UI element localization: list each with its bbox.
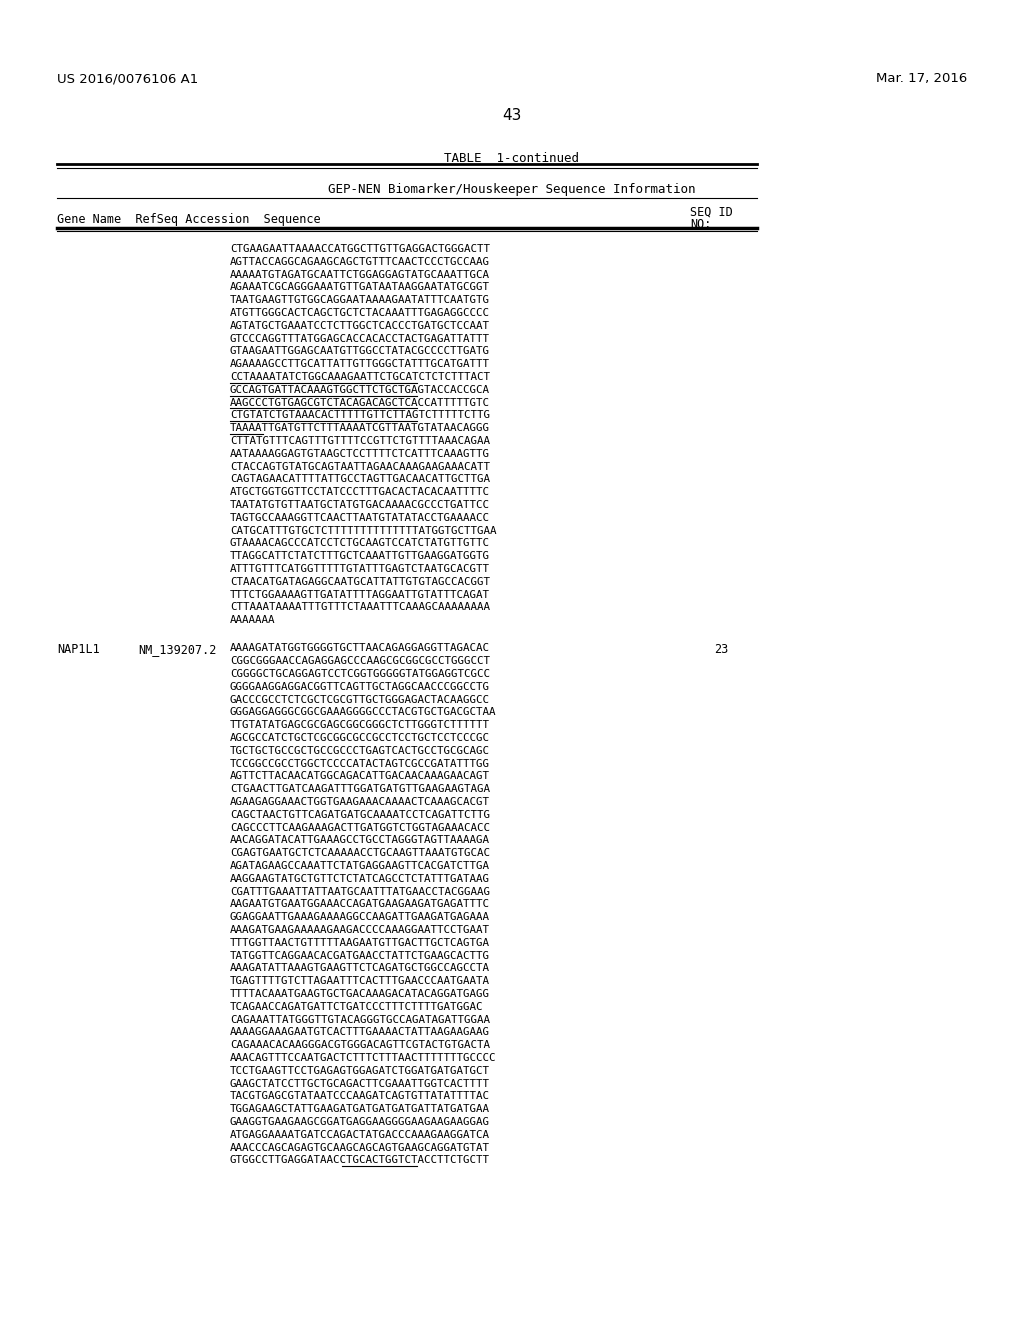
Text: AGCGCCATCTGCTCGCGGCGCCGCCTCCTGCTCCTCCCGC: AGCGCCATCTGCTCGCGGCGCCGCCTCCTGCTCCTCCCGC: [230, 733, 490, 743]
Text: TAGTGCCAAAGGTTCAACTTAATGTATATACCTGAAAACC: TAGTGCCAAAGGTTCAACTTAATGTATATACCTGAAAACC: [230, 512, 490, 523]
Text: GTCCCAGGTTTATGGAGCACCACACCTACTGAGATTATTT: GTCCCAGGTTTATGGAGCACCACACCTACTGAGATTATTT: [230, 334, 490, 343]
Text: AAGAATGTGAATGGAAACCAGATGAAGAAGATGAGATTTC: AAGAATGTGAATGGAAACCAGATGAAGAAGATGAGATTTC: [230, 899, 490, 909]
Text: 23: 23: [714, 643, 728, 656]
Text: CAGTAGAACATTTTATTGCCTAGTTGACAACATTGCTTGA: CAGTAGAACATTTTATTGCCTAGTTGACAACATTGCTTGA: [230, 474, 490, 484]
Text: CTTAAATAAAATTTGTTTCTAAATTTCAAAGCAAAAAAAA: CTTAAATAAAATTTGTTTCTAAATTTCAAAGCAAAAAAAA: [230, 602, 490, 612]
Text: TGGAGAAGCTATTGAAGATGATGATGATGATTATGATGAA: TGGAGAAGCTATTGAAGATGATGATGATGATTATGATGAA: [230, 1104, 490, 1114]
Text: GCCAGTGATTACAAAGTGGCTTCTGCTGAGTACCACCGCA: GCCAGTGATTACAAAGTGGCTTCTGCTGAGTACCACCGCA: [230, 385, 490, 395]
Text: ATGCTGGTGGTTCCTATCCCTTTGACACTACACAATTTTC: ATGCTGGTGGTTCCTATCCCTTTGACACTACACAATTTTC: [230, 487, 490, 498]
Text: AGATAGAAGCCAAATTCTATGAGGAAGTTCACGATCTTGA: AGATAGAAGCCAAATTCTATGAGGAAGTTCACGATCTTGA: [230, 861, 490, 871]
Text: AGTTACCAGGCAGAAGCAGCTGTTTCAACTCCCTGCCAAG: AGTTACCAGGCAGAAGCAGCTGTTTCAACTCCCTGCCAAG: [230, 257, 490, 267]
Text: TTGTATATGAGCGCGAGCGGCGGGCTCTTGGGTCTTTTTT: TTGTATATGAGCGCGAGCGGCGGGCTCTTGGGTCTTTTTT: [230, 721, 490, 730]
Text: Mar. 17, 2016: Mar. 17, 2016: [876, 73, 967, 84]
Text: TAATATGTGTTAATGCTATGTGACAAAACGCCCTGATTCC: TAATATGTGTTAATGCTATGTGACAAAACGCCCTGATTCC: [230, 500, 490, 510]
Text: GAAGGTGAAGAAGCGGATGAGGAAGGGGAAGAAGAAGGAG: GAAGGTGAAGAAGCGGATGAGGAAGGGGAAGAAGAAGGAG: [230, 1117, 490, 1127]
Text: CATGCATTTGTGCTCTTTTTTTTTTTTTTATGGTGCTTGAA: CATGCATTTGTGCTCTTTTTTTTTTTTTTATGGTGCTTGA…: [230, 525, 497, 536]
Text: ATTTGTTTCATGGTTTTTGTATTTGAGTCTAATGCACGTT: ATTTGTTTCATGGTTTTTGTATTTGAGTCTAATGCACGTT: [230, 564, 490, 574]
Text: AAAAATGTAGATGCAATTCTGGAGGAGTATGCAAATTGCA: AAAAATGTAGATGCAATTCTGGAGGAGTATGCAAATTGCA: [230, 269, 490, 280]
Text: TTAGGCATTCTATCTTTGCTCAAATTGTTGAAGGATGGTG: TTAGGCATTCTATCTTTGCTCAAATTGTTGAAGGATGGTG: [230, 552, 490, 561]
Text: CTACCAGTGTATGCAGTAATTAGAACAAAGAAGAAACATT: CTACCAGTGTATGCAGTAATTAGAACAAAGAAGAAACATT: [230, 462, 490, 471]
Text: CAGAAATTATGGGTTGTACAGGGTGCCAGATAGATTGGAA: CAGAAATTATGGGTTGTACAGGGTGCCAGATAGATTGGAA: [230, 1015, 490, 1024]
Text: ATGTTGGGCACTCAGCTGCTCTACAAATTTGAGAGGCCCC: ATGTTGGGCACTCAGCTGCTCTACAAATTTGAGAGGCCCC: [230, 308, 490, 318]
Text: TAATGAAGTTGTGGCAGGAATAAAAGAATATTTCAATGTG: TAATGAAGTTGTGGCAGGAATAAAAGAATATTTCAATGTG: [230, 296, 490, 305]
Text: AAGGAAGTATGCTGTTCTCTATCAGCCTCTATTTGATAAG: AAGGAAGTATGCTGTTCTCTATCAGCCTCTATTTGATAAG: [230, 874, 490, 884]
Text: GGAGGAATTGAAAGAAAAGGCCAAGATTGAAGATGAGAAA: GGAGGAATTGAAAGAAAAGGCCAAGATTGAAGATGAGAAA: [230, 912, 490, 923]
Text: AAAGATGAAGAAAAAGAAGACCCCAAAGGAATTCCTGAAT: AAAGATGAAGAAAAAGAAGACCCCAAAGGAATTCCTGAAT: [230, 925, 490, 935]
Text: AGAAATCGCAGGGAAATGTTGATAATAAGGAATATGCGGT: AGAAATCGCAGGGAAATGTTGATAATAAGGAATATGCGGT: [230, 282, 490, 293]
Text: NO:: NO:: [690, 218, 712, 231]
Text: TTTTACAAATGAAGTGCTGACAAAGACATACAGGATGAGG: TTTTACAAATGAAGTGCTGACAAAGACATACAGGATGAGG: [230, 989, 490, 999]
Text: AAACAGTTTCCAATGACTCTTTCTTTAACTTTTTTTGCCCC: AAACAGTTTCCAATGACTCTTTCTTTAACTTTTTTTGCCC…: [230, 1053, 497, 1063]
Text: CGGCGGGAACCAGAGGAGCCCAAGCGCGGCGCCTGGGCCT: CGGCGGGAACCAGAGGAGCCCAAGCGCGGCGCCTGGGCCT: [230, 656, 490, 667]
Text: CTAACATGATAGAGGCAATGCATTATTGTGTAGCCACGGT: CTAACATGATAGAGGCAATGCATTATTGTGTAGCCACGGT: [230, 577, 490, 587]
Text: GTGGCCTTGAGGATAACCTGCACTGGTCTACCTTCTGCTT: GTGGCCTTGAGGATAACCTGCACTGGTCTACCTTCTGCTT: [230, 1155, 490, 1166]
Text: TACGTGAGCGTATAATCCCAAGATCAGTGTTATATTTTAC: TACGTGAGCGTATAATCCCAAGATCAGTGTTATATTTTAC: [230, 1092, 490, 1101]
Text: SEQ ID: SEQ ID: [690, 206, 733, 219]
Text: AATAAAAGGAGTGTAAGCTCCTTTTCTCATTTCAAAGTTG: AATAAAAGGAGTGTAAGCTCCTTTTCTCATTTCAAAGTTG: [230, 449, 490, 459]
Text: CTGAAGAATTAAAACCATGGCTTGTTGAGGACTGGGACTT: CTGAAGAATTAAAACCATGGCTTGTTGAGGACTGGGACTT: [230, 244, 490, 253]
Text: AAAAGATATGGTGGGGTGCTTAACAGAGGAGGTTAGACAC: AAAAGATATGGTGGGGTGCTTAACAGAGGAGGTTAGACAC: [230, 643, 490, 653]
Text: AAGCCCTGTGAGCGTCTACAGACAGCTCACCATTTTTGTC: AAGCCCTGTGAGCGTCTACAGACAGCTCACCATTTTTGTC: [230, 397, 490, 408]
Text: AAACCCAGCAGAGTGCAAGCAGCAGTGAAGCAGGATGTAT: AAACCCAGCAGAGTGCAAGCAGCAGTGAAGCAGGATGTAT: [230, 1143, 490, 1152]
Text: TCAGAACCAGATGATTCTGATCCCTTTCTTTTGATGGAC: TCAGAACCAGATGATTCTGATCCCTTTCTTTTGATGGAC: [230, 1002, 483, 1011]
Text: CAGAAACACAAGGGACGTGGGACAGTTCGTACTGTGACTA: CAGAAACACAAGGGACGTGGGACAGTTCGTACTGTGACTA: [230, 1040, 490, 1051]
Text: AGTTCTTACAACATGGCAGACATTGACAACAAAGAACAGT: AGTTCTTACAACATGGCAGACATTGACAACAAAGAACAGT: [230, 771, 490, 781]
Text: TGCTGCTGCCGCTGCCGCCCTGAGTCACTGCCTGCGCAGC: TGCTGCTGCCGCTGCCGCCCTGAGTCACTGCCTGCGCAGC: [230, 746, 490, 756]
Text: TGAGTTTTGTCTTAGAATTTCACTTTGAACCCAATGAATA: TGAGTTTTGTCTTAGAATTTCACTTTGAACCCAATGAATA: [230, 977, 490, 986]
Text: CAGCTAACTGTTCAGATGATGCAAAATCCTCAGATTCTTG: CAGCTAACTGTTCAGATGATGCAAAATCCTCAGATTCTTG: [230, 809, 490, 820]
Text: CAGCCCTTCAAGAAAGACTTGATGGTCTGGTAGAAACACC: CAGCCCTTCAAGAAAGACTTGATGGTCTGGTAGAAACACC: [230, 822, 490, 833]
Text: AAAAAAA: AAAAAAA: [230, 615, 275, 626]
Text: AACAGGATACATTGAAAGCCTGCCTAGGGTAGTTAAAAGA: AACAGGATACATTGAAAGCCTGCCTAGGGTAGTTAAAAGA: [230, 836, 490, 845]
Text: ATGAGGAAAATGATCCAGACTATGACCCAAAGAAGGATCA: ATGAGGAAAATGATCCAGACTATGACCCAAAGAAGGATCA: [230, 1130, 490, 1139]
Text: TAAAATTGATGTTCTTTAAAATCGTTAATGTATAACAGGG: TAAAATTGATGTTCTTTAAAATCGTTAATGTATAACAGGG: [230, 424, 490, 433]
Text: GAAGCTATCCTTGCTGCAGACTTCGAAATTGGTCACTTTT: GAAGCTATCCTTGCTGCAGACTTCGAAATTGGTCACTTTT: [230, 1078, 490, 1089]
Text: Gene Name  RefSeq Accession  Sequence: Gene Name RefSeq Accession Sequence: [57, 213, 321, 226]
Text: TATGGTTCAGGAACACGATGAACCTATTCTGAAGCACTTG: TATGGTTCAGGAACACGATGAACCTATTCTGAAGCACTTG: [230, 950, 490, 961]
Text: CTTATGTTTCAGTTTGTTTTCCGTTCTGTTTTAAACAGAA: CTTATGTTTCAGTTTGTTTTCCGTTCTGTTTTAAACAGAA: [230, 436, 490, 446]
Text: GGGAGGAGGGCGGCGAAAGGGGCCCTACGTGCTGACGCTAA: GGGAGGAGGGCGGCGAAAGGGGCCCTACGTGCTGACGCTA…: [230, 708, 497, 717]
Text: TCCGGCCGCCTGGCTCCCCATACTAGTCGCCGATATTTGG: TCCGGCCGCCTGGCTCCCCATACTAGTCGCCGATATTTGG: [230, 759, 490, 768]
Text: GTAAAACAGCCCATCCTCTGCAAGTCCATCTATGTTGTTC: GTAAAACAGCCCATCCTCTGCAAGTCCATCTATGTTGTTC: [230, 539, 490, 548]
Text: GTAAGAATTGGAGCAATGTTGGCCTATACGCCCCTTGATG: GTAAGAATTGGAGCAATGTTGGCCTATACGCCCCTTGATG: [230, 346, 490, 356]
Text: AGAAAAGCCTTGCATTATTGTTGGGCTATTTGCATGATTT: AGAAAAGCCTTGCATTATTGTTGGGCTATTTGCATGATTT: [230, 359, 490, 370]
Text: AGTATGCTGAAATCCTCTTGGCTCACCCTGATGCTCCAAT: AGTATGCTGAAATCCTCTTGGCTCACCCTGATGCTCCAAT: [230, 321, 490, 331]
Text: CGAGTGAATGCTCTCAAAAACCTGCAAGTTAAATGTGCAC: CGAGTGAATGCTCTCAAAAACCTGCAAGTTAAATGTGCAC: [230, 849, 490, 858]
Text: AGAAGAGGAAACTGGTGAAGAAACAAAACTCAAAGCACGT: AGAAGAGGAAACTGGTGAAGAAACAAAACTCAAAGCACGT: [230, 797, 490, 807]
Text: CTGAACTTGATCAAGATTTGGATGATGTTGAAGAAGTAGA: CTGAACTTGATCAAGATTTGGATGATGTTGAAGAAGTAGA: [230, 784, 490, 795]
Text: TTTCTGGAAAAGTTGATATTTTAGGAATTGTATTTCAGAT: TTTCTGGAAAAGTTGATATTTTAGGAATTGTATTTCAGAT: [230, 590, 490, 599]
Text: TCCTGAAGTTCCTGAGAGTGGAGATCTGGATGATGATGCT: TCCTGAAGTTCCTGAGAGTGGAGATCTGGATGATGATGCT: [230, 1065, 490, 1076]
Text: GEP-NEN Biomarker/Houskeeper Sequence Information: GEP-NEN Biomarker/Houskeeper Sequence In…: [329, 183, 695, 195]
Text: US 2016/0076106 A1: US 2016/0076106 A1: [57, 73, 199, 84]
Text: GACCCGCCTCTCGCTCGCGTTGCTGGGAGACTACAAGGCC: GACCCGCCTCTCGCTCGCGTTGCTGGGAGACTACAAGGCC: [230, 694, 490, 705]
Text: CGATTTGAAATTATTAATGCAATTTATGAACCTACGGAAG: CGATTTGAAATTATTAATGCAATTTATGAACCTACGGAAG: [230, 887, 490, 896]
Text: AAAAGGAAAGAATGTCACTTTGAAAACTATTAAGAAGAAG: AAAAGGAAAGAATGTCACTTTGAAAACTATTAAGAAGAAG: [230, 1027, 490, 1038]
Text: CCTAAAATATCTGGCAAAGAATTCTGCATCTCTCTTTACT: CCTAAAATATCTGGCAAAGAATTCTGCATCTCTCTTTACT: [230, 372, 490, 381]
Text: GGGGAAGGAGGACGGTTCAGTTGCTAGGCAACCCGGCCTG: GGGGAAGGAGGACGGTTCAGTTGCTAGGCAACCCGGCCTG: [230, 681, 490, 692]
Text: CTGTATCTGTAAACACTTTTTGTTCTTAGTCTTTTTCTTG: CTGTATCTGTAAACACTTTTTGTTCTTAGTCTTTTTCTTG: [230, 411, 490, 420]
Text: TTTGGTTAACTGTTTTTAAGAATGTTGACTTGCTCAGTGA: TTTGGTTAACTGTTTTTAAGAATGTTGACTTGCTCAGTGA: [230, 937, 490, 948]
Text: NAP1L1: NAP1L1: [57, 643, 99, 656]
Text: 43: 43: [503, 108, 521, 123]
Text: TABLE  1-continued: TABLE 1-continued: [444, 152, 580, 165]
Text: NM_139207.2: NM_139207.2: [138, 643, 216, 656]
Text: AAAGATATTAAAGTGAAGTTCTCAGATGCTGGCCAGCCTA: AAAGATATTAAAGTGAAGTTCTCAGATGCTGGCCAGCCTA: [230, 964, 490, 973]
Text: CGGGGCTGCAGGAGTCCTCGGTGGGGGTATGGAGGTCGCC: CGGGGCTGCAGGAGTCCTCGGTGGGGGTATGGAGGTCGCC: [230, 669, 490, 678]
